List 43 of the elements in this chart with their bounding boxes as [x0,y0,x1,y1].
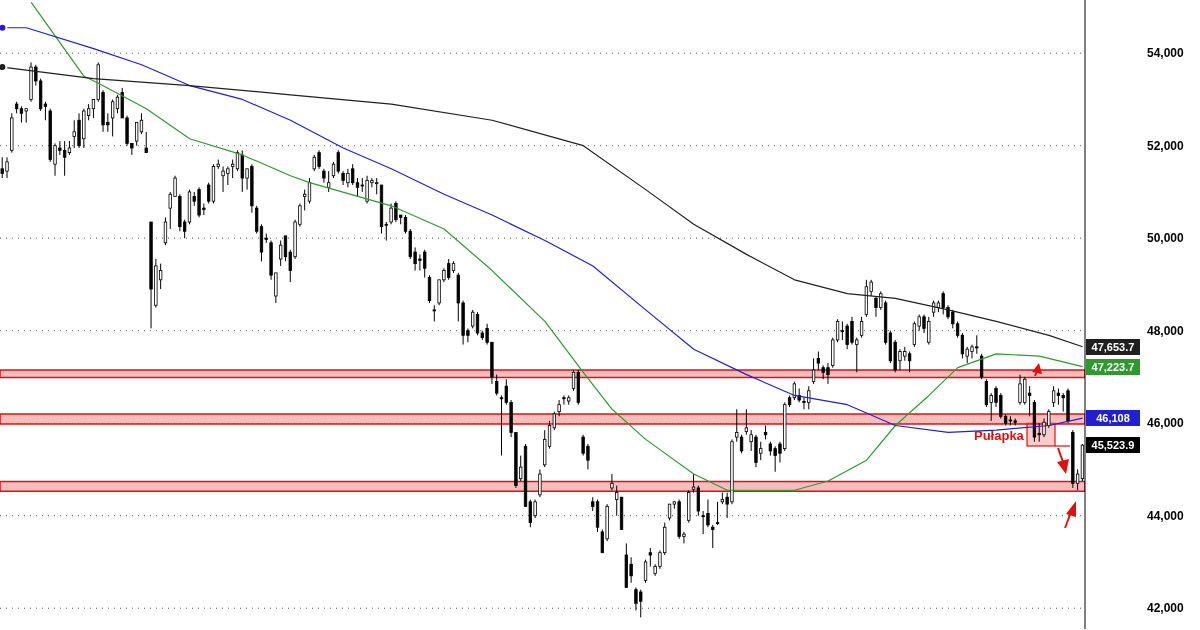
candlestick [792,381,797,401]
y-tick-label: 44,000 [1147,508,1185,523]
candlestick [979,353,984,380]
candlestick [163,216,168,246]
candlestick [711,524,715,549]
candlestick [984,378,989,408]
candlestick [1051,385,1056,408]
candlestick [538,468,542,498]
candlestick [475,311,480,336]
y-tick-label: 50,000 [1147,231,1185,246]
candlestick [62,140,67,177]
candlestick [110,98,115,137]
candlestick [811,357,816,385]
candlestick [648,547,652,568]
y-tick-label: 46,000 [1147,416,1185,431]
candlestick [557,399,561,417]
candlestick [912,320,917,348]
candlestick [739,434,744,454]
candlestick [135,122,139,147]
candlestick [643,559,648,584]
candlestick [336,149,340,174]
candlestick [610,473,614,491]
candlestick [327,170,331,193]
candlestick [859,316,864,339]
candlestick [696,485,700,517]
y-tick-label: 42,000 [1147,601,1185,616]
y-tick-label: 48,000 [1147,323,1185,338]
y-tick-label: 54,000 [1147,46,1185,61]
candlestick [427,274,432,304]
candlestick [144,131,148,154]
candlestick [495,374,499,396]
annotation: Pułapka [974,428,1024,443]
candlestick [840,320,845,341]
data-label: 46,108 [1086,410,1140,427]
data-label: 47,653.7 [1086,338,1140,355]
line-series [30,1,1084,491]
candlestick [715,501,720,526]
candlestick [907,351,912,373]
data-label: 47,223.7 [1086,358,1140,375]
candlestick [744,408,749,436]
y-tick-label: 52,000 [1147,138,1185,153]
candlestick [816,351,821,371]
text: 45,523.9 [1086,437,1140,454]
